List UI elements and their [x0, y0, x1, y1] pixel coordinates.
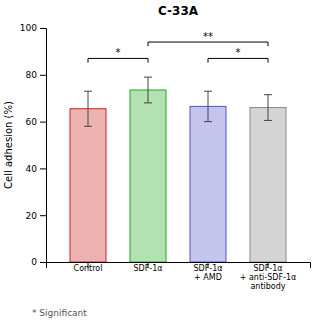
error-bar — [204, 91, 212, 121]
error-bar-cap — [144, 102, 152, 103]
x-tick-label-line: + AMD — [194, 273, 222, 282]
y-tick: 0 — [31, 257, 46, 267]
error-bar-stem — [208, 91, 209, 121]
x-tick-label: SDF-1α+ anti-SDF-1αantibody — [240, 264, 297, 291]
y-tick: 20 — [26, 211, 46, 221]
x-tick: SDF-1α+ anti-SDF-1αantibody — [240, 262, 297, 291]
bar — [70, 109, 106, 262]
y-tick-mark — [40, 215, 46, 216]
y-tick-label: 0 — [31, 257, 37, 267]
error-bar-cap — [204, 91, 212, 92]
error-bar-stem — [148, 77, 149, 103]
bar — [250, 108, 286, 262]
bracket-label: * — [236, 47, 241, 58]
x-axis: ControlSDF-1αSDF-1α+ AMDSDF-1α+ anti-SDF… — [47, 262, 311, 291]
bracket — [88, 58, 148, 62]
error-bar-cap — [84, 91, 92, 92]
y-tick-mark — [40, 28, 46, 29]
y-tick-mark — [40, 262, 46, 263]
y-tick: 60 — [26, 117, 46, 127]
y-axis-line — [40, 29, 47, 263]
y-tick-label: 100 — [20, 23, 37, 33]
chart-svg: 020406080100ControlSDF-1αSDF-1α+ AMDSDF-… — [0, 0, 320, 320]
bracket — [148, 42, 268, 46]
error-bar-cap — [264, 94, 272, 95]
bracket-label: ** — [203, 31, 213, 42]
x-tick-label-line: SDF-1α — [253, 264, 282, 273]
plot-area — [70, 77, 286, 262]
y-tick-mark — [40, 75, 46, 76]
y-tick-mark — [40, 168, 46, 169]
x-tick-label-line: + anti-SDF-1α — [240, 273, 297, 282]
error-bar — [144, 77, 152, 103]
chart-container: 020406080100ControlSDF-1αSDF-1α+ AMDSDF-… — [0, 0, 320, 320]
x-tick-label-line: SDF-1α — [193, 264, 222, 273]
brackets: **** — [88, 31, 268, 63]
x-tick: Control — [74, 262, 103, 273]
y-axis: 0 20 40 60 80 100 — [20, 23, 47, 267]
x-tick-label-line: Control — [74, 264, 103, 273]
x-tick-label: Control — [74, 264, 103, 273]
y-tick-mark — [40, 122, 46, 123]
y-tick: 80 — [26, 70, 46, 80]
x-tick-label: SDF-1α+ AMD — [193, 264, 222, 282]
x-tick-label-line: SDF-1α — [133, 264, 162, 273]
x-tick: SDF-1α — [133, 262, 162, 273]
title: C-33A — [158, 4, 199, 18]
error-bar-cap — [264, 120, 272, 121]
bracket-label: * — [116, 47, 121, 58]
y-tick: 100 — [20, 23, 46, 33]
footnote: * Significant — [32, 308, 87, 318]
y-tick-label: 20 — [26, 211, 38, 221]
y-axis-title: Cell adhesion (%) — [3, 101, 14, 189]
error-bar-cap — [204, 121, 212, 122]
x-tick: SDF-1α+ AMD — [193, 262, 222, 282]
bar — [130, 90, 166, 262]
y-tick-label: 80 — [26, 70, 38, 80]
error-bar-stem — [88, 91, 89, 126]
error-bar — [84, 91, 92, 126]
error-bar — [264, 95, 272, 121]
y-tick: 40 — [26, 164, 46, 174]
error-bar-cap — [144, 77, 152, 78]
bar — [190, 106, 226, 262]
y-tick-label: 60 — [26, 117, 38, 127]
error-bar-stem — [268, 95, 269, 121]
bracket — [208, 58, 268, 62]
x-tick-label: SDF-1α — [133, 264, 162, 273]
error-bar-cap — [84, 126, 92, 127]
y-tick-label: 40 — [26, 164, 38, 174]
x-tick-label-line: antibody — [250, 282, 285, 291]
